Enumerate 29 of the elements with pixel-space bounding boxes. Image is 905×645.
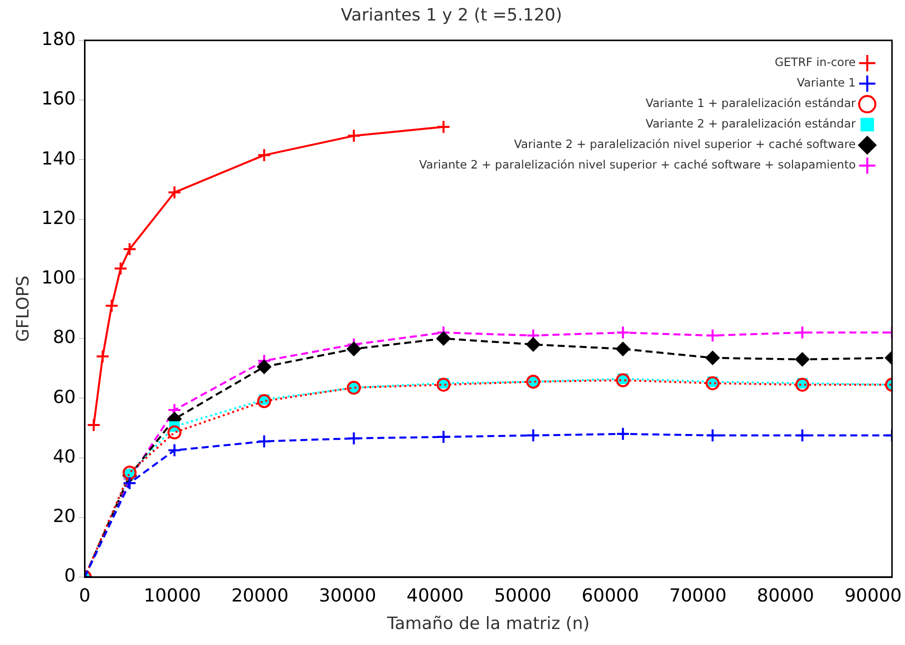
y-tick-label: 20 <box>52 506 76 528</box>
legend-label: GETRF in-core <box>774 55 856 70</box>
x-axis-title: Tamaño de la matriz (n) <box>386 614 590 634</box>
y-tick-label: 180 <box>41 29 76 50</box>
y-tick-label: 160 <box>41 88 76 110</box>
y-axis-title: GFLOPS <box>14 276 34 342</box>
y-tick-label: 0 <box>64 566 76 587</box>
x-tick-label: 80000 <box>756 585 814 606</box>
x-tick-label: 90000 <box>844 585 902 606</box>
x-tick-label: 0 <box>79 585 90 606</box>
legend-label: Variante 2 + paralelización estándar <box>646 116 856 131</box>
legend-label: Variante 2 + paralelización nivel superior + caché software <box>514 137 856 152</box>
y-tick-label: 40 <box>52 446 76 468</box>
y-tick-label: 120 <box>41 208 76 229</box>
x-tick-label: 30000 <box>318 585 376 606</box>
y-tick-label: 100 <box>41 268 76 289</box>
x-tick-label: 20000 <box>231 585 289 606</box>
x-tick-label: 10000 <box>144 585 201 606</box>
chart-title: Variantes 1 y 2 (t =5.120) <box>340 6 562 26</box>
legend-label: Variante 2 + paralelización nivel superior + caché software + solapamiento <box>419 158 856 172</box>
x-tick-label: 60000 <box>582 585 639 606</box>
y-tick-label: 80 <box>52 327 76 348</box>
y-tick-label: 140 <box>41 148 76 170</box>
legend-label: Variante 1 <box>796 76 856 90</box>
x-tick-label: 40000 <box>406 585 464 606</box>
x-tick-label: 70000 <box>669 585 727 606</box>
x-tick-label: 50000 <box>494 585 552 606</box>
y-tick-label: 60 <box>52 386 76 408</box>
legend-label: Variante 1 + paralelización estándar <box>646 96 856 110</box>
